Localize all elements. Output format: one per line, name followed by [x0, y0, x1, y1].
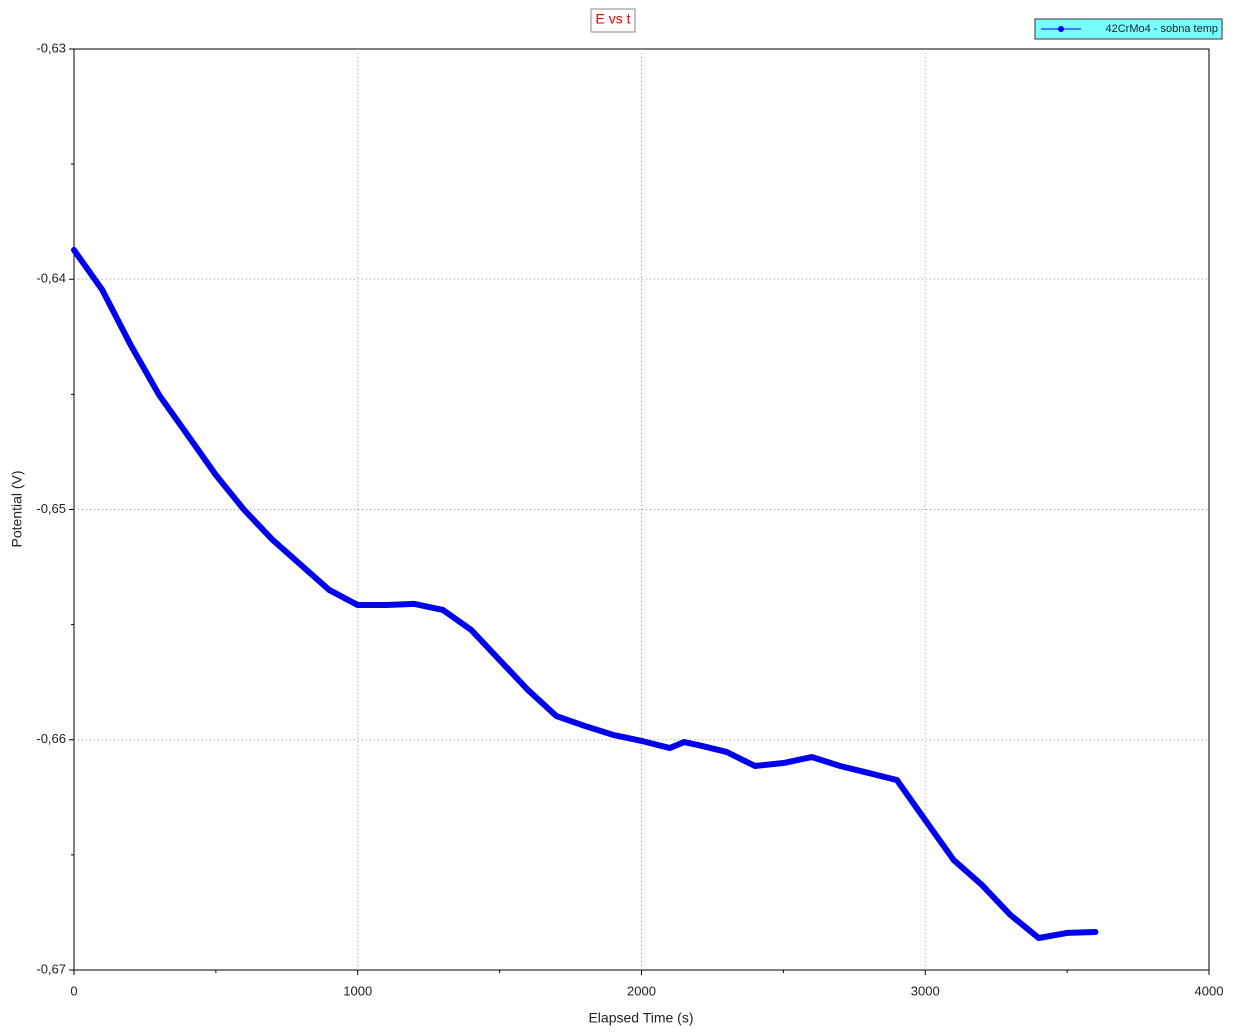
x-tick-label: 3000	[911, 983, 940, 998]
y-tick-label: -0,66	[36, 731, 66, 746]
y-tick-label: -0,67	[36, 961, 66, 976]
y-tick-label: -0,63	[36, 40, 66, 55]
x-tick-label: 1000	[343, 983, 372, 998]
title-box	[590, 8, 636, 33]
y-axis-label: Potential (V)	[9, 470, 25, 547]
legend-marker	[1058, 26, 1064, 32]
data-line	[71, 247, 1099, 941]
legend-box	[1034, 18, 1223, 40]
chart-title: E vs t	[595, 11, 630, 27]
legend-label: 42CrMo4 - sobna temp	[1106, 23, 1219, 35]
x-axis-label: Elapsed Time (s)	[588, 1010, 693, 1026]
y-tick-label: -0,64	[36, 271, 66, 286]
x-tick-label: 4000	[1195, 983, 1224, 998]
x-tick-label: 0	[70, 983, 77, 998]
x-tick-label: 2000	[627, 983, 656, 998]
y-tick-label: -0,65	[36, 501, 66, 516]
